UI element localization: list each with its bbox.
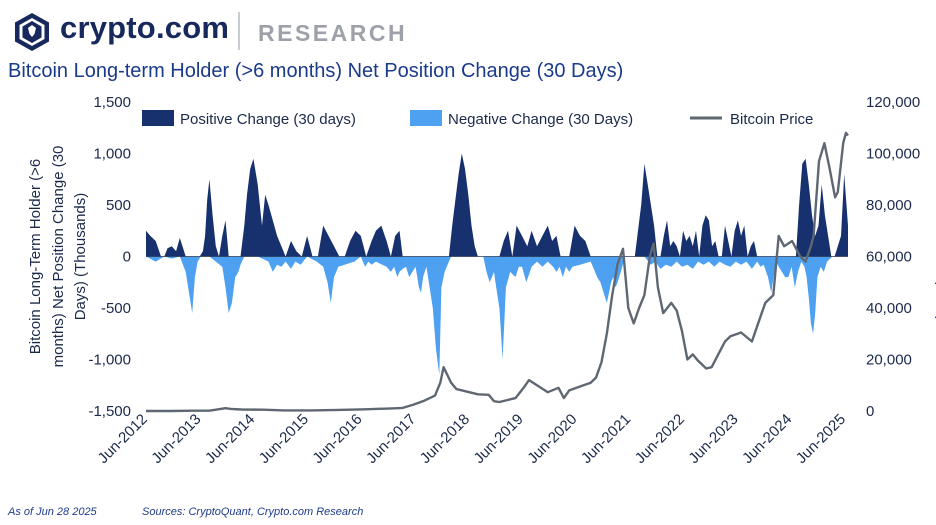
left-axis-title-line: Bitcoin Long-Term Holder (>6 — [27, 159, 44, 355]
axis-titles: Bitcoin Long-Term Holder (>6 months) Net … — [27, 146, 936, 368]
negative-series-layer — [146, 256, 848, 375]
x-tick-label: Jun-2022 — [632, 411, 688, 467]
left-y-tick-label: -500 — [101, 300, 131, 317]
legend-label-positive: Positive Change (30 days) — [180, 111, 356, 128]
right-y-axis: 120,000 100,000 80,000 60,000 40,000 20,000 0 — [866, 94, 920, 420]
left-y-axis: 1,500 1,000 500 0 -500 -1,000 -1,500 — [88, 94, 131, 420]
left-axis-title-line: months) Net Position Change (30 — [50, 146, 67, 368]
x-tick-label: Jun-2017 — [363, 411, 419, 467]
crypto-com-logo-icon — [12, 12, 52, 52]
legend: Positive Change (30 days) Negative Change… — [142, 110, 813, 128]
legend-label-price: Bitcoin Price — [730, 111, 813, 128]
x-tick-label: Jun-2014 — [202, 411, 258, 467]
left-y-tick-label: -1,000 — [88, 352, 131, 369]
as-of-date: As of Jun 28 2025 — [8, 506, 97, 518]
x-tick-label: Jun-2015 — [256, 411, 312, 467]
x-tick-label: Jun-2020 — [524, 411, 580, 467]
right-y-tick-label: 120,000 — [866, 94, 920, 111]
right-y-tick-label: 0 — [866, 403, 874, 420]
left-y-tick-label: 500 — [106, 197, 131, 214]
right-y-tick-label: 20,000 — [866, 352, 912, 369]
legend-swatch-positive — [142, 110, 174, 126]
x-tick-label: Jun-2018 — [417, 411, 473, 467]
price-series-layer — [146, 131, 849, 413]
left-y-tick-label: 1,000 — [93, 146, 131, 163]
x-tick-label: Jun-2016 — [309, 411, 365, 467]
right-y-tick-label: 40,000 — [866, 300, 912, 317]
x-tick-label: Jun-2021 — [578, 411, 634, 467]
legend-label-negative: Negative Change (30 Days) — [448, 111, 633, 128]
left-axis-title-line: Days) (Thousands) — [72, 193, 89, 321]
chart-title: Bitcoin Long-term Holder (>6 months) Net… — [8, 60, 624, 82]
x-tick-label: Jun-2019 — [471, 411, 527, 467]
x-tick-label: Jun-2025 — [793, 411, 849, 467]
x-tick-label: Jun-2023 — [685, 411, 741, 467]
section-label: RESEARCH — [258, 20, 408, 46]
positive-change-area — [146, 153, 848, 257]
left-y-tick-label: 1,500 — [93, 94, 131, 111]
right-y-tick-label: 100,000 — [866, 146, 920, 163]
sources-note: Sources: CryptoQuant, Crypto.com Researc… — [142, 506, 364, 518]
x-axis: Jun-2012Jun-2013Jun-2014Jun-2015Jun-2016… — [95, 411, 849, 467]
right-y-tick-label: 80,000 — [866, 197, 912, 214]
right-y-tick-label: 60,000 — [866, 249, 912, 266]
x-tick-label: Jun-2013 — [148, 411, 204, 467]
right-axis-title: Bitcoin Price (USD) — [934, 192, 936, 321]
legend-swatch-negative — [410, 110, 442, 126]
header-divider — [238, 12, 240, 50]
left-y-tick-label: 0 — [123, 249, 131, 266]
x-tick-label: Jun-2024 — [739, 411, 795, 467]
positive-series-layer — [146, 153, 848, 257]
negative-change-area — [146, 256, 848, 375]
bitcoin-price-line — [146, 131, 849, 413]
brand-name: crypto.com — [60, 10, 230, 45]
header: crypto.com RESEARCH — [0, 0, 936, 60]
left-y-tick-label: -1,500 — [88, 403, 131, 420]
